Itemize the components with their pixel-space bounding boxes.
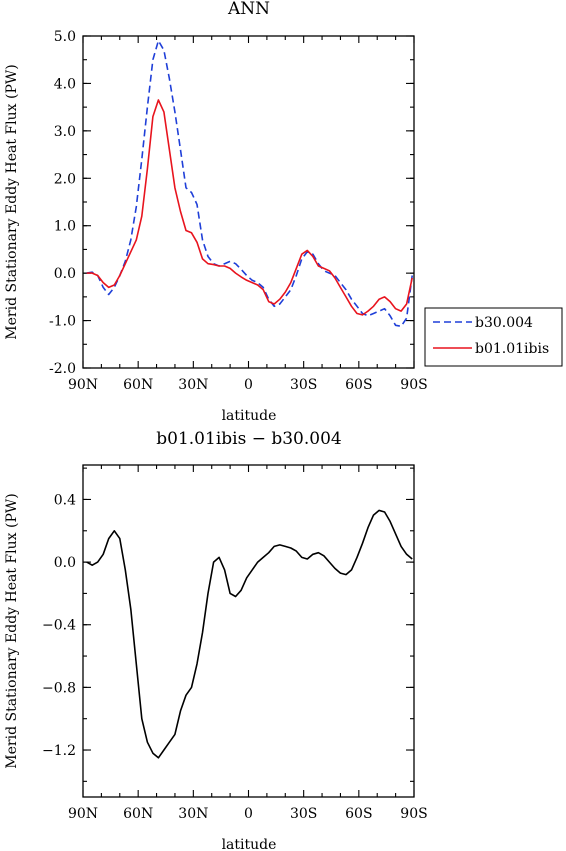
y-tick-label: 4.0	[54, 76, 76, 92]
x-tick-label: 90N	[68, 806, 98, 822]
series-line-difference	[86, 509, 413, 759]
bottom-x-axis-label: latitude	[222, 837, 277, 851]
top-y-axis-label: Merid Stationary Eddy Heat Flux (PW)	[4, 64, 20, 339]
y-tick-label: -1.0	[49, 314, 76, 330]
top-panel: ANN 90N 60N 30N 0 30S 60S 90S 5.0 4.0 3.0 2.0 1.0 0.…	[4, 0, 428, 424]
bottom-chart-title: b01.01ibis − b30.004	[156, 429, 341, 449]
bottom-panel: b01.01ibis − b30.004 90N 60N 30N 0 30S 60S 90S…	[4, 429, 428, 851]
y-tick-label: -2.0	[49, 361, 76, 377]
y-tick-label: 2.0	[54, 171, 76, 187]
y-tick-label: 0.0	[54, 266, 76, 282]
y-tick-label: 3.0	[54, 124, 76, 140]
legend-label-b01-01ibis: b01.01ibis	[475, 341, 549, 357]
x-tick-label: 90N	[68, 377, 98, 393]
y-tick-label: −0.8	[42, 680, 76, 696]
series-line-b30-004	[86, 39, 413, 328]
x-tick-label: 90S	[400, 377, 427, 393]
series-line-b01-01ibis	[86, 99, 413, 316]
x-tick-label: 60S	[345, 806, 372, 822]
x-tick-label: 0	[244, 806, 253, 822]
y-tick-label: 0.0	[54, 555, 76, 571]
top-chart-title: ANN	[227, 0, 270, 19]
x-tick-label: 90S	[400, 806, 427, 822]
x-tick-label: 30N	[178, 806, 208, 822]
bottom-y-axis-label: Merid Stationary Eddy Heat Flux (PW)	[4, 493, 20, 768]
legend-box	[424, 307, 563, 367]
x-tick-label: 60S	[345, 377, 372, 393]
x-tick-label: 0	[244, 377, 253, 393]
x-tick-label: 30S	[290, 377, 317, 393]
legend: b30.004 b01.01ibis	[424, 307, 563, 367]
x-tick-label: 30N	[178, 377, 208, 393]
legend-label-b30-004: b30.004	[475, 315, 533, 331]
y-tick-label: −0.4	[42, 618, 76, 634]
x-tick-label: 60N	[123, 377, 153, 393]
x-tick-label: 60N	[123, 806, 153, 822]
y-tick-label: 1.0	[54, 219, 76, 235]
y-tick-label: 0.4	[54, 492, 76, 508]
y-tick-label: −1.2	[42, 743, 76, 759]
top-plot-frame	[82, 35, 415, 369]
x-tick-label: 30S	[290, 806, 317, 822]
y-tick-label: 5.0	[54, 29, 76, 45]
top-x-axis-label: latitude	[222, 408, 277, 424]
